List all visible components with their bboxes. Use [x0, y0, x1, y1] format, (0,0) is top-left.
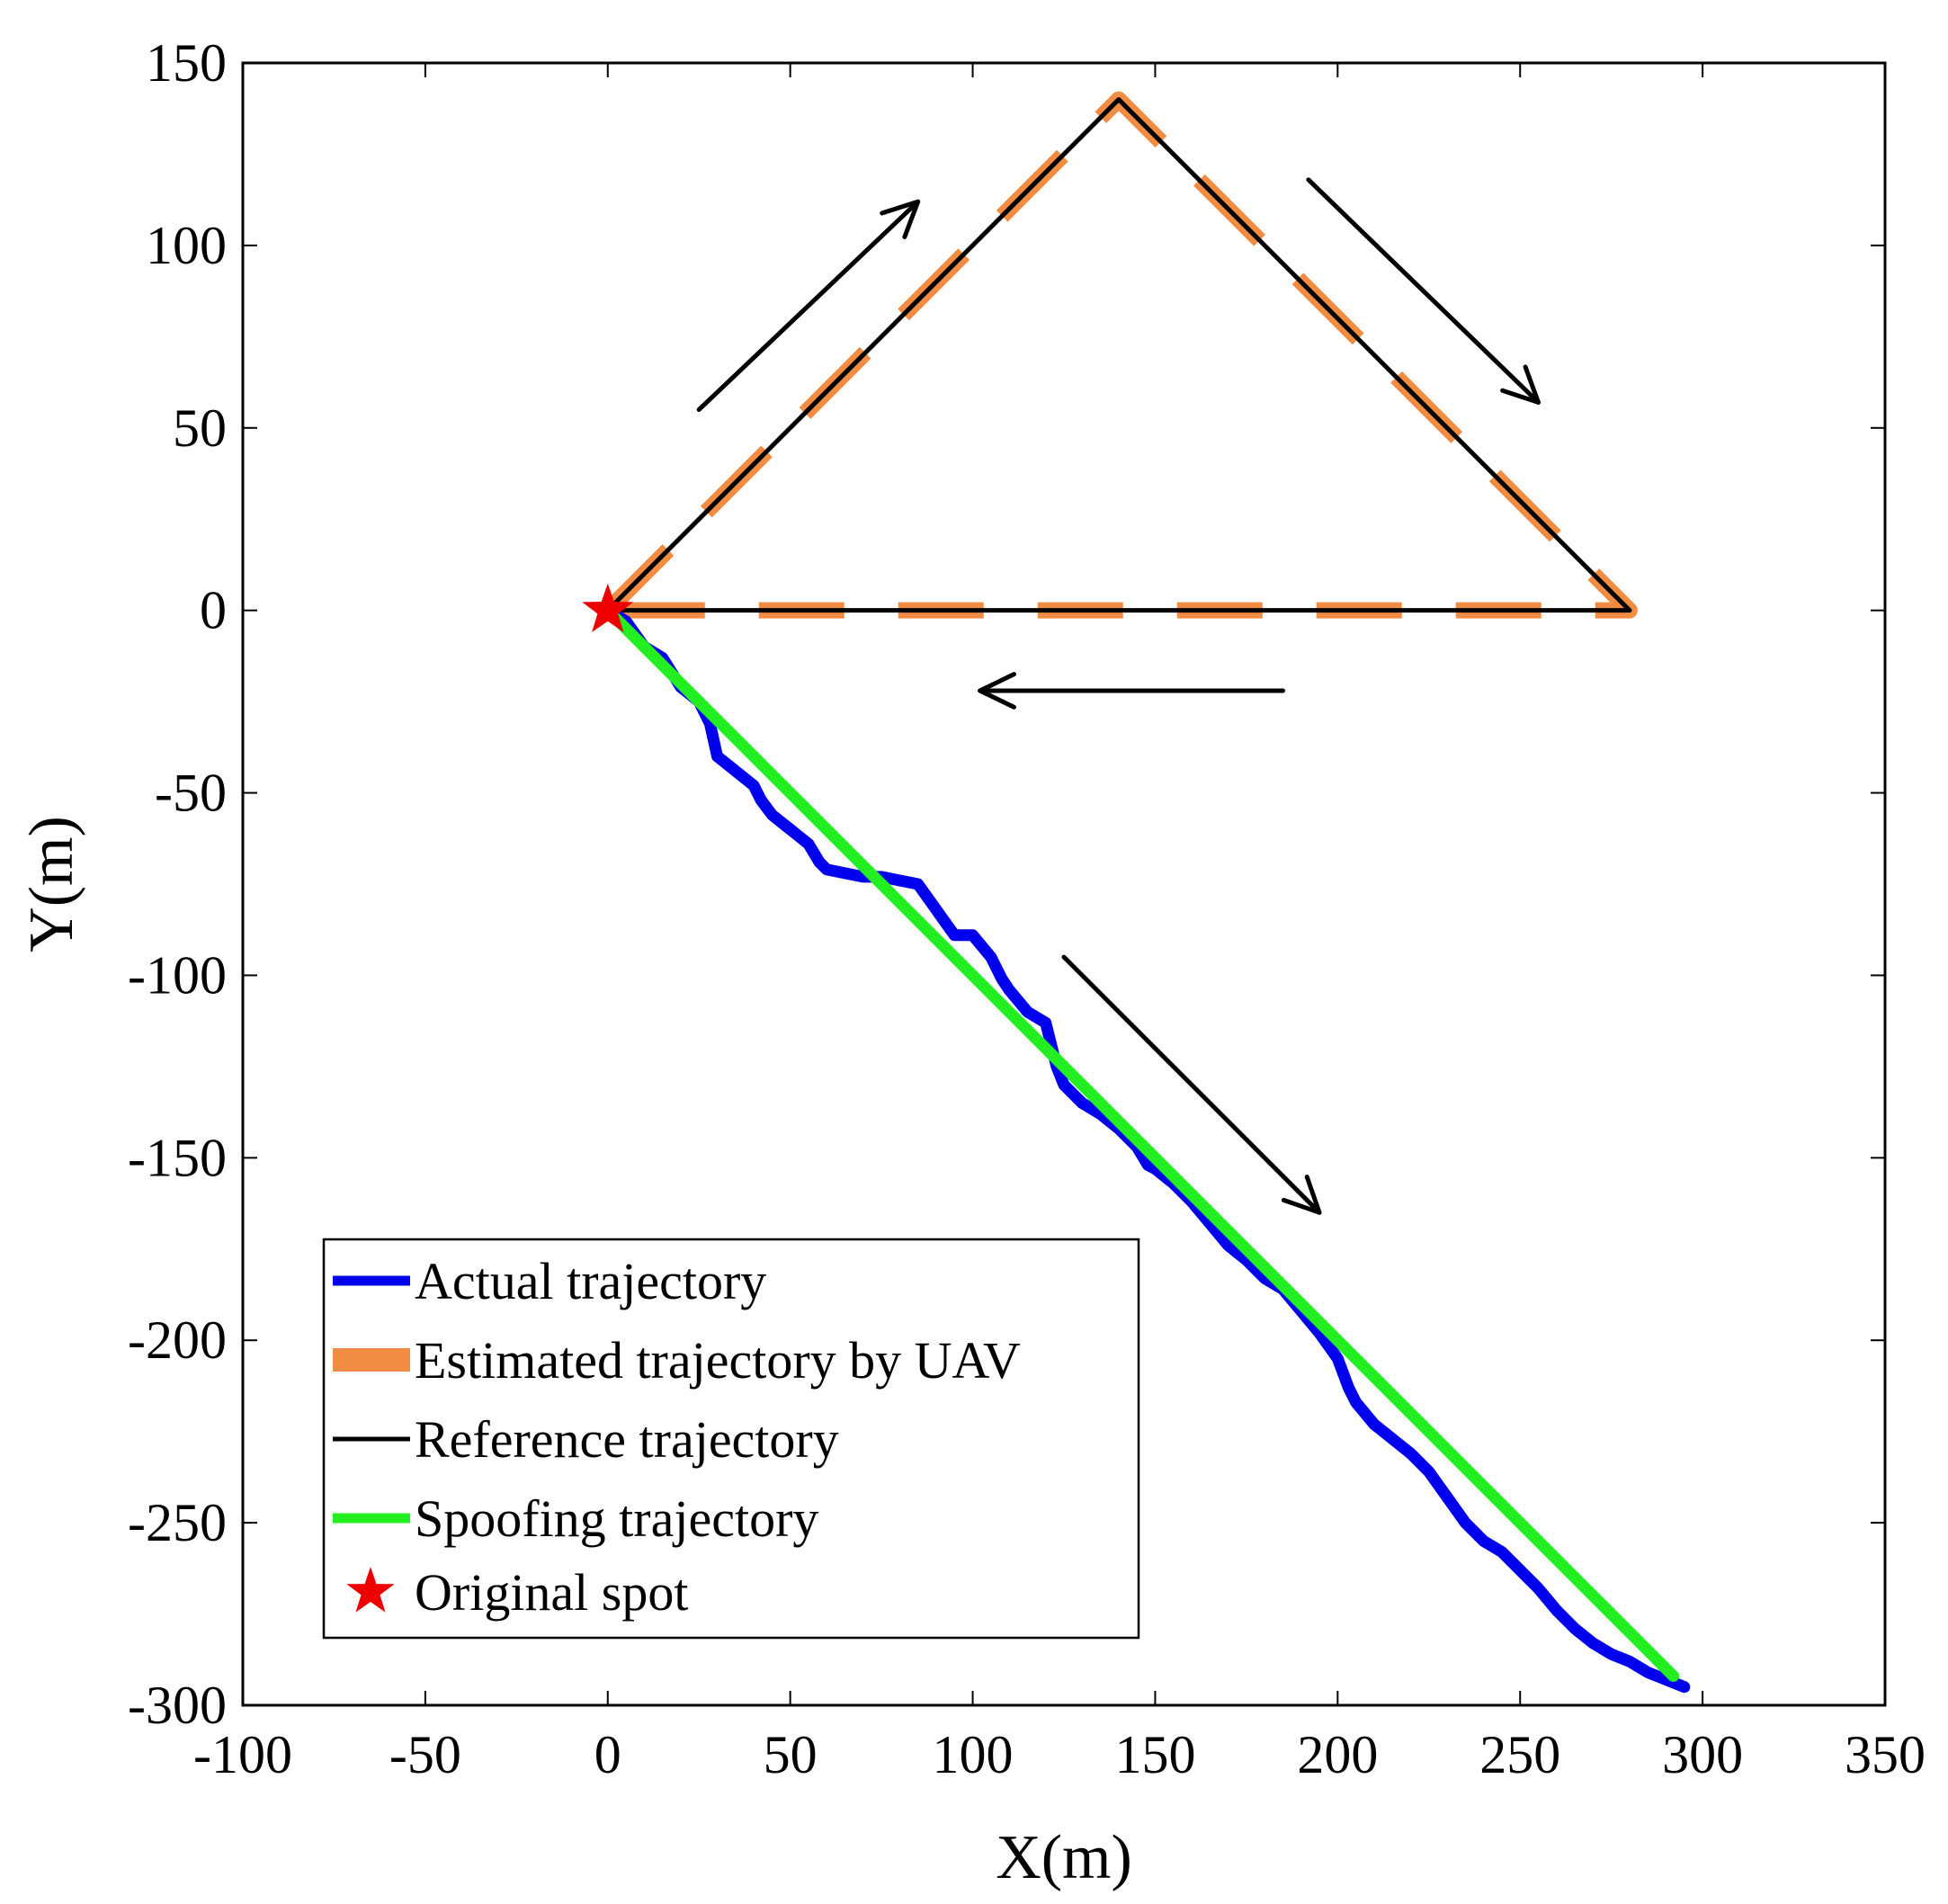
- y-tick-label: -250: [128, 1493, 227, 1552]
- arrow-shaft: [1061, 954, 1322, 1215]
- legend-label-actual: Actual trajectory: [415, 1252, 766, 1310]
- y-tick-label: 100: [146, 216, 227, 275]
- series-line-actual-trajectory: [602, 604, 1691, 1694]
- legend-label-spoofing: Spoofing trajectory: [415, 1489, 818, 1548]
- x-tick-label: 0: [594, 1725, 621, 1784]
- y-tick-label: 150: [146, 33, 227, 93]
- x-tick-label: 300: [1662, 1725, 1743, 1784]
- arrow-shaft: [1306, 177, 1541, 405]
- series-line-reference-trajectory: [605, 97, 1632, 613]
- y-tick-label: -150: [128, 1128, 227, 1187]
- legend-label-reference: Reference trajectory: [415, 1410, 839, 1469]
- y-tick-label: -200: [128, 1310, 227, 1370]
- legend: Actual trajectory Estimated trajectory b…: [322, 1238, 1140, 1640]
- markers: [582, 583, 634, 632]
- arrow-head: [978, 672, 1016, 710]
- legend-label-original: Original spot: [415, 1563, 688, 1622]
- y-tick-label: -300: [128, 1676, 227, 1735]
- y-tick-label: -100: [128, 945, 227, 1005]
- legend-swatch-original-star: [346, 1567, 395, 1613]
- arrow-head: [1281, 1175, 1322, 1215]
- x-tick-label: 100: [933, 1725, 1014, 1784]
- y-axis-label: Y(m): [17, 816, 86, 952]
- arrow-head: [1500, 364, 1541, 405]
- annotation-arrows: [696, 177, 1541, 1215]
- y-tick-label: 0: [200, 581, 227, 640]
- original-spot-star: [582, 583, 634, 632]
- x-tick-label: 250: [1479, 1725, 1560, 1784]
- arrow-shaft: [696, 199, 921, 412]
- y-tick-label: -50: [155, 764, 227, 823]
- x-tick-label: 200: [1297, 1725, 1378, 1784]
- legend-label-estimated: Estimated trajectory by UAV: [415, 1331, 1021, 1390]
- x-tick-label: 350: [1845, 1725, 1926, 1784]
- arrow-head: [880, 199, 921, 239]
- series-lines: [602, 91, 1691, 1694]
- legend-box: [322, 1238, 1140, 1640]
- x-tick-label: 50: [764, 1725, 818, 1784]
- x-tick-label: -100: [193, 1725, 292, 1784]
- axis-ticks: -100 -50 0 50 100 150 200 250 300 350 -300 -250 -200…: [128, 33, 1926, 1784]
- x-axis-label: X(m): [996, 1823, 1132, 1892]
- series-line-spoofing-trajectory: [602, 604, 1680, 1683]
- x-tick-label: -50: [389, 1725, 461, 1784]
- y-tick-label: 50: [173, 398, 227, 458]
- x-tick-label: 150: [1114, 1725, 1195, 1784]
